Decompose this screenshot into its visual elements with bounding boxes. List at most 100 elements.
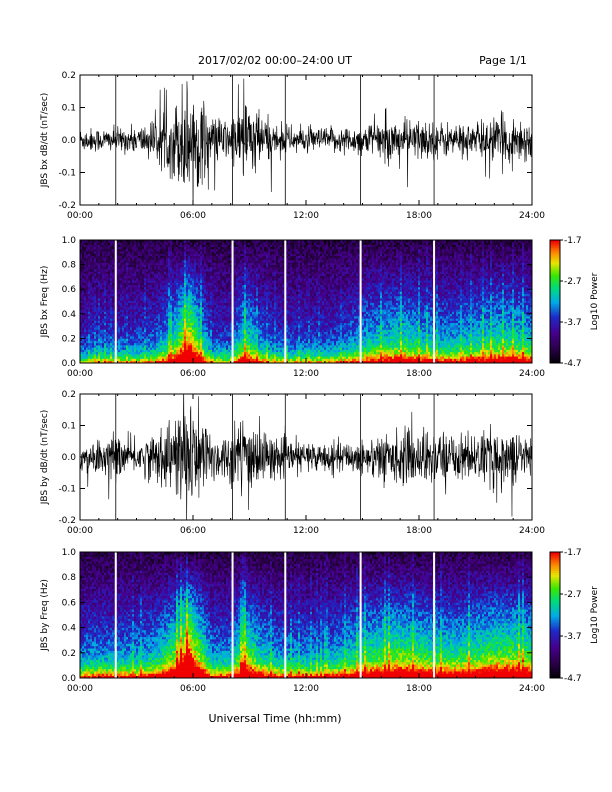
spectrogram-cell	[130, 260, 132, 263]
spectrogram-cell	[90, 314, 92, 317]
spectrogram-cell	[96, 267, 98, 270]
spectrogram-cell	[86, 354, 88, 357]
spectrogram-cell	[120, 267, 122, 270]
spectrogram-cell	[102, 325, 104, 328]
spectrogram-cell	[94, 318, 96, 321]
spectrogram-cell	[108, 280, 110, 283]
spectrogram-cell	[130, 271, 132, 274]
spectrogram-cell	[92, 278, 94, 281]
spectrogram-cell	[96, 321, 98, 324]
spectrogram-cell	[90, 338, 92, 341]
spectrogram-cell	[106, 314, 108, 317]
spectrogram-cell	[92, 265, 94, 268]
spectrogram-cell	[104, 321, 106, 324]
spectrogram-cell	[86, 334, 88, 337]
spectrogram-cell	[132, 334, 134, 337]
spectrogram-cell	[92, 356, 94, 359]
spectrogram-cell	[84, 278, 86, 281]
spectrogram-cell	[108, 289, 110, 292]
spectrogram-cell	[106, 327, 108, 330]
spectrogram-cell	[122, 294, 124, 297]
spectrogram-cell	[88, 276, 90, 279]
spectrogram-cell	[112, 244, 114, 247]
spectrogram-cell	[90, 242, 92, 245]
spectrogram-cell	[106, 242, 108, 245]
spectrogram-cell	[84, 282, 86, 285]
spectrogram-cell	[88, 343, 90, 346]
spectrogram-cell	[102, 329, 104, 332]
spectrogram-cell	[112, 325, 114, 328]
spectrogram-cell	[108, 300, 110, 303]
spectrogram-cell	[94, 303, 96, 306]
spectrogram-cell	[104, 323, 106, 326]
spectrogram-cell	[98, 269, 100, 272]
spectrogram-cell	[120, 280, 122, 283]
spectrogram-cell	[106, 343, 108, 346]
spectrogram-cell	[112, 274, 114, 277]
spectrogram-cell	[108, 316, 110, 319]
spectrogram-cell	[130, 249, 132, 252]
spectrogram-cell	[104, 278, 106, 281]
spectrogram-cell	[130, 312, 132, 315]
spectrogram-cell	[106, 307, 108, 310]
spectrogram-cell	[90, 303, 92, 306]
spectrogram-cell	[92, 253, 94, 256]
spectrogram-cell	[98, 343, 100, 346]
spectrogram-cell	[126, 300, 128, 303]
spectrogram-cell	[82, 316, 84, 319]
spectrogram-cell	[102, 260, 104, 263]
spectrogram-cell	[126, 278, 128, 281]
spectrogram-cell	[102, 332, 104, 335]
spectrogram-cell	[96, 336, 98, 339]
spectrogram-cell	[106, 265, 108, 268]
spectrogram-cell	[120, 265, 122, 268]
spectrogram-cell	[84, 294, 86, 297]
spectrogram-cell	[120, 285, 122, 288]
spectrogram-cell	[100, 249, 102, 252]
spectrogram-cell	[96, 274, 98, 277]
spectrogram-cell	[108, 314, 110, 317]
spectrogram-cell	[108, 258, 110, 261]
spectrogram-cell	[98, 329, 100, 332]
spectrogram-cell	[90, 289, 92, 292]
spectrogram-cell	[132, 294, 134, 297]
spectrogram-cell	[104, 249, 106, 252]
spectrogram-cell	[92, 347, 94, 350]
spectrogram-cell	[130, 329, 132, 332]
spectrogram-cell	[126, 260, 128, 263]
spectrogram-cell	[126, 347, 128, 350]
spectrogram-cell	[128, 278, 130, 281]
spectrogram-cell	[126, 336, 128, 339]
spectrogram-cell	[98, 359, 100, 362]
spectrogram-cell	[128, 329, 130, 332]
spectrogram-cell	[84, 242, 86, 245]
spectrogram-cell	[118, 350, 120, 353]
spectrogram-cell	[84, 321, 86, 324]
spectrogram-cell	[82, 285, 84, 288]
spectrogram-cell	[88, 323, 90, 326]
spectrogram-cell	[88, 260, 90, 263]
spectrogram-cell	[112, 316, 114, 319]
spectrogram-cell	[124, 269, 126, 272]
spectrogram-cell	[92, 262, 94, 265]
spectrogram-cell	[120, 327, 122, 330]
spectrogram-cell	[102, 247, 104, 250]
spectrogram-cell	[98, 352, 100, 355]
spectrogram-cell	[84, 271, 86, 274]
spectrogram-cell	[110, 329, 112, 332]
spectrogram-cell	[126, 312, 128, 315]
spectrogram-cell	[84, 276, 86, 279]
spectrogram-cell	[128, 265, 130, 268]
spectrogram-cell	[98, 280, 100, 283]
spectrogram-cell	[120, 298, 122, 301]
spectrogram-cell	[104, 285, 106, 288]
spectrogram-cell	[110, 325, 112, 328]
spectrogram-cell	[124, 298, 126, 301]
spectrogram-cell	[128, 343, 130, 346]
spectrogram-cell	[86, 244, 88, 247]
spectrogram-cell	[94, 336, 96, 339]
spectrogram-cell	[124, 343, 126, 346]
spectrogram-cell	[100, 244, 102, 247]
spectrogram-cell	[112, 280, 114, 283]
spectrogram-cell	[104, 336, 106, 339]
